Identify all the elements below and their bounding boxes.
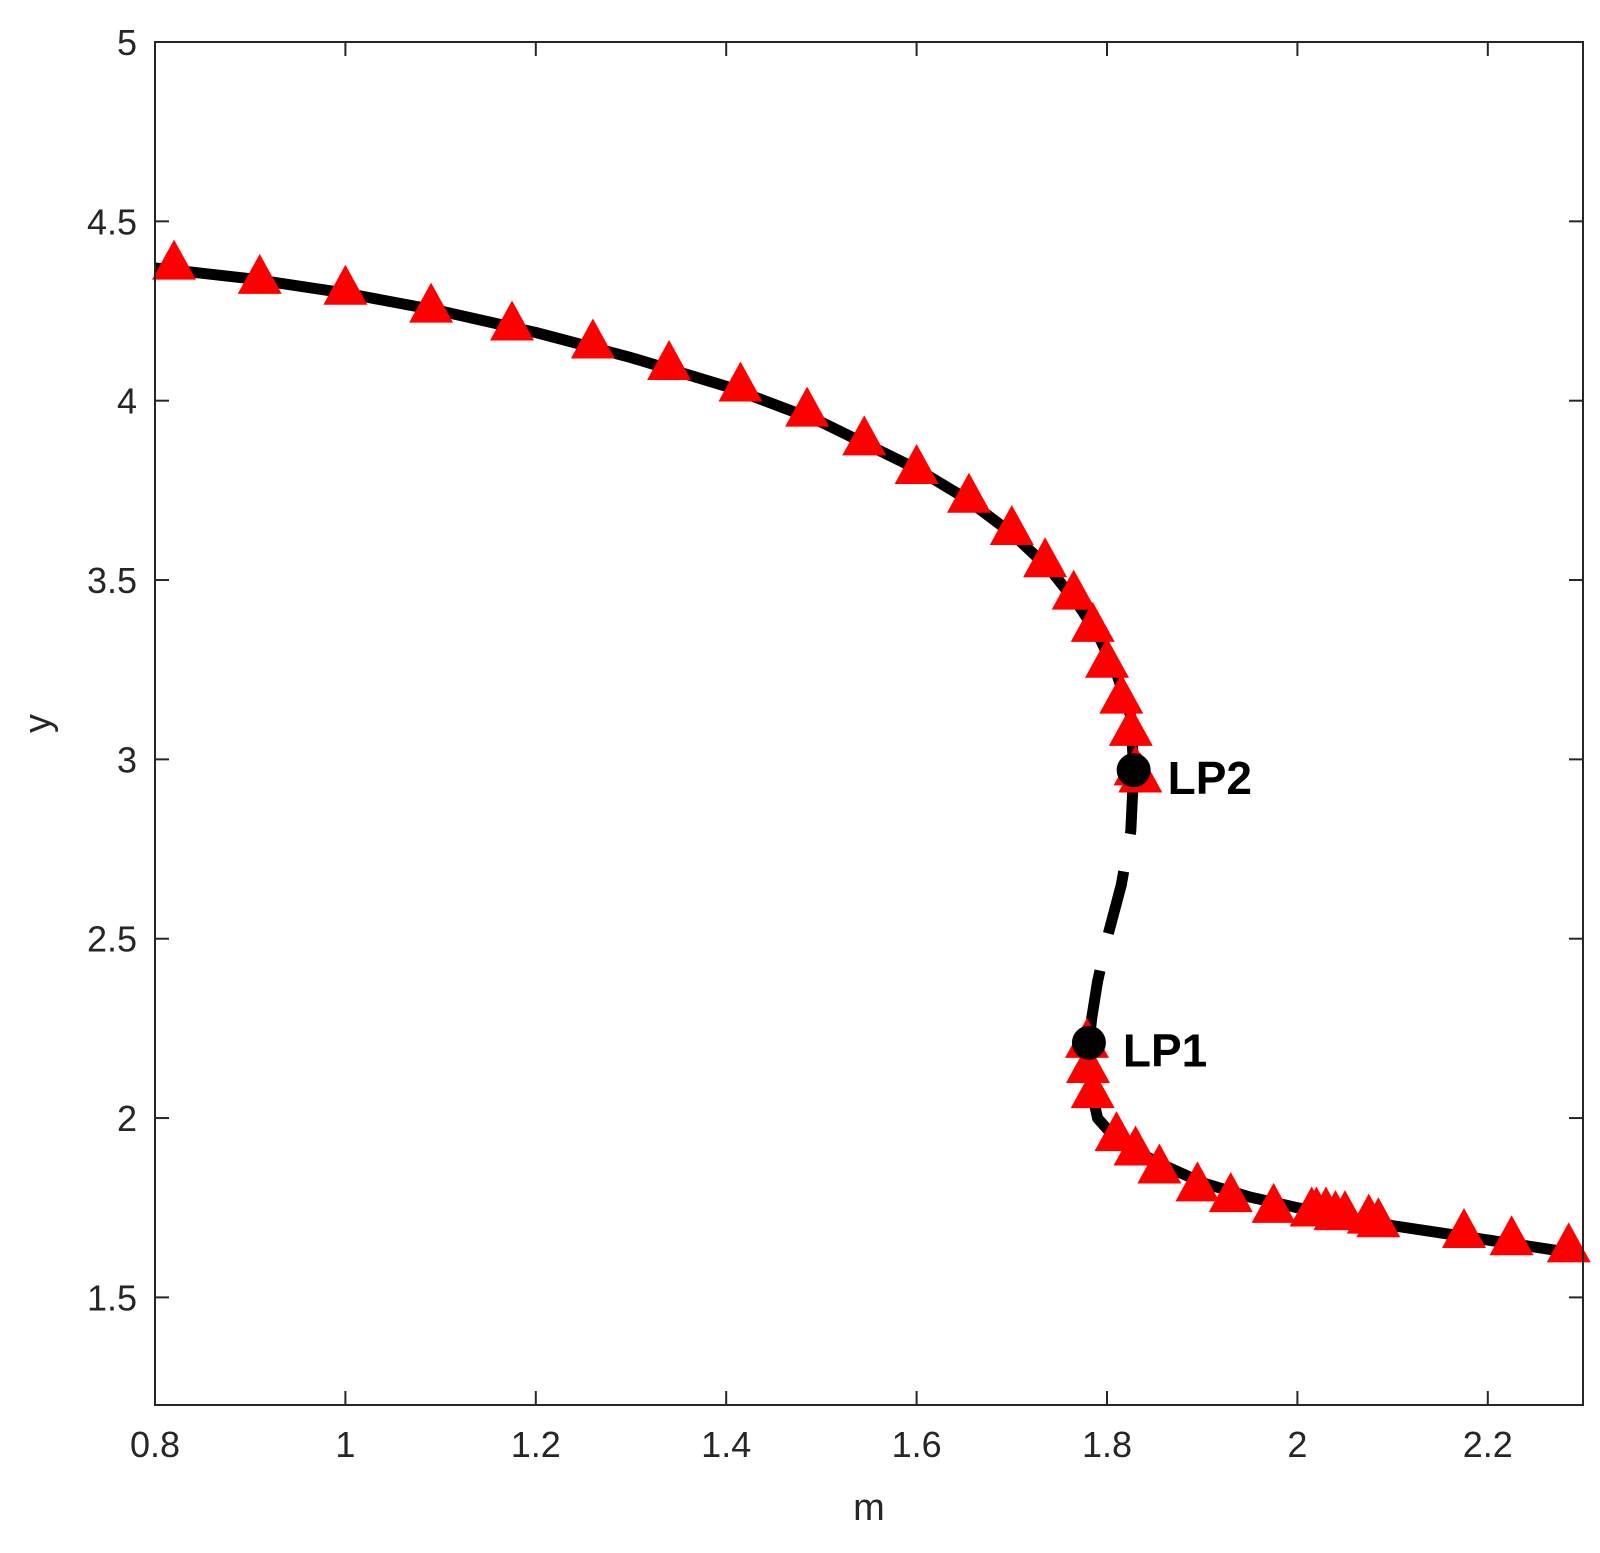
triangle-marker <box>1489 1215 1534 1256</box>
x-tick-label: 1.4 <box>701 1424 751 1465</box>
triangle-marker <box>490 300 534 341</box>
triangle-marker <box>570 318 615 359</box>
x-tick-label: 1.2 <box>511 1424 561 1465</box>
y-tick-label: 4 <box>117 381 137 422</box>
limit-point-marker <box>1071 1025 1106 1060</box>
triangle-marker <box>1108 705 1153 746</box>
triangle-marker <box>1051 569 1096 610</box>
triangle-marker <box>1023 537 1068 578</box>
triangle-marker <box>1356 1197 1401 1238</box>
limit-point-label: LP2 <box>1168 752 1252 804</box>
x-tick-label: 0.8 <box>130 1424 180 1465</box>
triangle-marker <box>1085 637 1129 678</box>
triangle-marker <box>1175 1161 1220 1202</box>
limit-point-layer: LP2 LP1 <box>1071 752 1252 1077</box>
triangle-marker <box>237 253 282 294</box>
marker-layer <box>152 239 1591 1263</box>
triangle-marker <box>1070 601 1115 642</box>
triangle-marker <box>1099 673 1144 714</box>
limit-point-label: LP1 <box>1123 1025 1207 1077</box>
triangle-marker <box>1065 1043 1110 1084</box>
triangle-marker <box>1208 1172 1253 1213</box>
triangle-marker <box>323 264 368 305</box>
triangle-marker <box>152 239 197 280</box>
x-axis-label: m <box>853 1487 885 1529</box>
triangle-marker <box>785 386 830 427</box>
triangle-marker <box>1137 1143 1182 1184</box>
x-tick-label: 2 <box>1287 1424 1307 1465</box>
x-tick-label: 2.2 <box>1463 1424 1513 1465</box>
x-tick-label: 1 <box>335 1424 355 1465</box>
triangle-marker <box>894 444 939 485</box>
triangle-marker <box>1113 1125 1158 1166</box>
y-tick-label: 3.5 <box>87 560 137 601</box>
y-tick-label: 2.5 <box>87 919 137 960</box>
curve-dashed-1 <box>1083 769 1140 1044</box>
triangle-marker <box>1442 1208 1486 1249</box>
y-tick-label: 4.5 <box>87 201 137 242</box>
axes-layer: 0.8 1 1.2 1.4 1.6 1.8 2 2.2 1.5 2 2.5 3 3.5 4 4.5 5 <box>87 22 1584 1465</box>
curve-solid-0 <box>155 262 1140 771</box>
triangle-marker <box>1546 1222 1591 1263</box>
triangle-marker <box>718 361 763 402</box>
triangle-marker <box>1070 1068 1115 1109</box>
curve-layer <box>155 262 1583 1260</box>
y-tick-label: 1.5 <box>87 1277 137 1318</box>
triangle-marker <box>842 415 887 456</box>
triangle-marker <box>989 505 1034 546</box>
x-tick-label: 1.8 <box>1082 1424 1132 1465</box>
axes-frame <box>154 41 1584 1406</box>
y-tick-label: 3 <box>117 739 137 780</box>
triangle-marker <box>647 340 692 381</box>
y-tick-label: 2 <box>117 1098 137 1139</box>
triangle-marker <box>409 282 454 323</box>
y-axis-label: y <box>17 714 59 733</box>
x-tick-label: 1.6 <box>892 1424 942 1465</box>
y-tick-label: 5 <box>117 22 137 63</box>
triangle-marker <box>1251 1182 1296 1223</box>
triangle-marker <box>946 472 991 513</box>
limit-point-marker <box>1116 753 1151 788</box>
